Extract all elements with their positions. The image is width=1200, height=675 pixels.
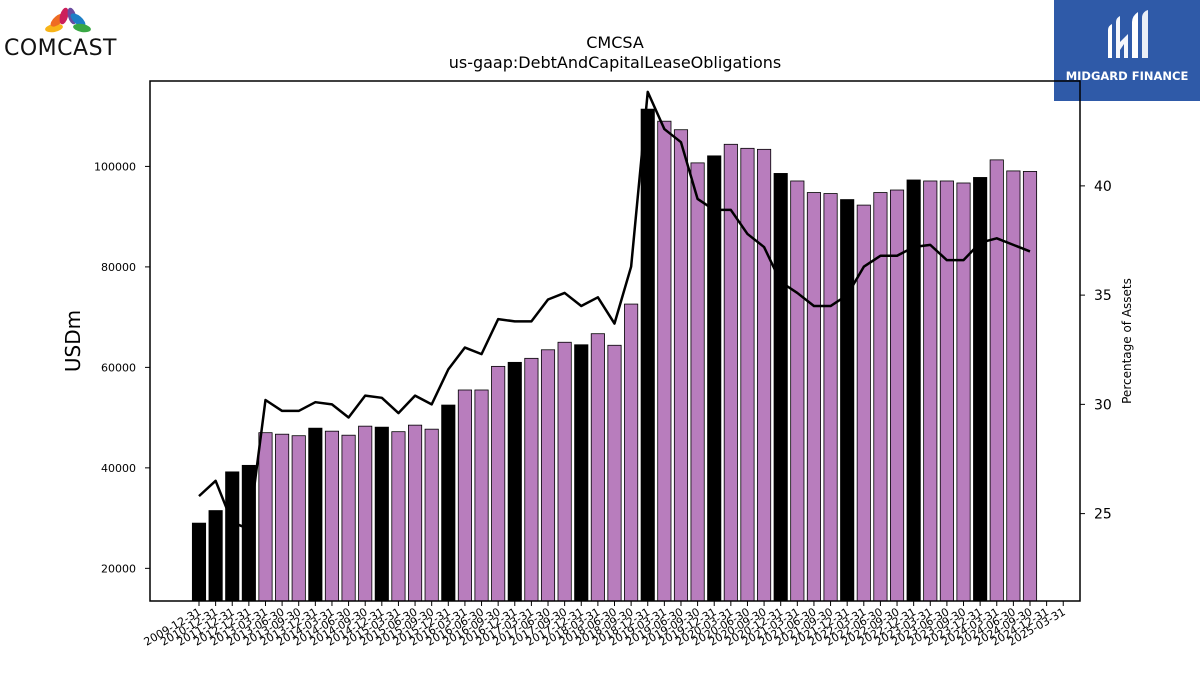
bar bbox=[690, 162, 705, 602]
bar bbox=[806, 192, 821, 602]
y-axis-label: USDm bbox=[61, 310, 85, 372]
y-tick-label: 80000 bbox=[101, 261, 136, 274]
bar bbox=[607, 344, 622, 602]
bar bbox=[308, 427, 323, 602]
y2-tick-label: 40 bbox=[1094, 179, 1112, 195]
comcast-logo: COMCAST bbox=[0, 4, 135, 61]
bar bbox=[624, 303, 639, 602]
peacock-icon bbox=[45, 7, 91, 33]
y2-tick-label: 30 bbox=[1094, 397, 1112, 413]
bar bbox=[391, 431, 406, 602]
bar bbox=[939, 180, 954, 602]
bar bbox=[773, 173, 788, 602]
bar bbox=[291, 435, 306, 602]
bar bbox=[225, 471, 240, 602]
bar bbox=[757, 148, 772, 602]
midgard-logo-icon bbox=[1108, 10, 1148, 58]
bar bbox=[491, 365, 506, 602]
bar bbox=[1006, 170, 1021, 602]
bar bbox=[889, 189, 905, 602]
bar bbox=[457, 389, 472, 602]
bar bbox=[1022, 171, 1038, 602]
bar bbox=[341, 434, 356, 602]
chart-subtitle: us-gaap:DebtAndCapitalLeaseObligations bbox=[449, 53, 782, 72]
bar bbox=[790, 180, 805, 602]
y2-tick-label: 35 bbox=[1094, 288, 1112, 304]
bar bbox=[258, 432, 273, 602]
bar bbox=[840, 199, 855, 602]
bar bbox=[723, 143, 738, 602]
bar bbox=[474, 389, 489, 602]
y2-axis-label: Percentage of Assets bbox=[1120, 278, 1134, 404]
y-tick-label: 20000 bbox=[101, 562, 136, 575]
bar bbox=[740, 147, 755, 602]
bar bbox=[524, 357, 539, 602]
bar bbox=[424, 428, 439, 602]
bar bbox=[540, 349, 556, 602]
y-tick-label: 60000 bbox=[101, 361, 136, 374]
bar bbox=[557, 341, 572, 602]
y-tick-label: 40000 bbox=[101, 462, 136, 475]
bar bbox=[906, 179, 921, 602]
bar bbox=[823, 193, 838, 602]
bar bbox=[657, 120, 672, 602]
y2-tick-label: 25 bbox=[1094, 507, 1112, 523]
bar bbox=[989, 159, 1004, 602]
bar bbox=[324, 430, 340, 602]
bar bbox=[507, 361, 522, 602]
bar bbox=[640, 108, 655, 602]
bar bbox=[873, 192, 888, 602]
bar bbox=[358, 425, 373, 602]
bar bbox=[374, 426, 389, 602]
plot-area: 20000400006000080000100000253035402009-1… bbox=[94, 80, 1112, 649]
bar bbox=[208, 510, 223, 602]
bar bbox=[590, 333, 605, 602]
percentage-line bbox=[198, 90, 1031, 531]
bar bbox=[956, 182, 971, 602]
bar bbox=[408, 424, 423, 602]
bar bbox=[673, 129, 689, 602]
bar bbox=[191, 522, 207, 602]
bar bbox=[707, 155, 722, 602]
midgard-finance-badge: MIDGARD FINANCE bbox=[1054, 0, 1200, 101]
bar bbox=[441, 404, 456, 602]
bar bbox=[275, 433, 290, 602]
chart-title: CMCSA bbox=[586, 33, 644, 52]
bar bbox=[574, 344, 589, 602]
comcast-wordmark: COMCAST bbox=[4, 36, 117, 61]
y-tick-label: 100000 bbox=[94, 160, 136, 173]
midgard-wordmark: MIDGARD FINANCE bbox=[1065, 69, 1189, 83]
